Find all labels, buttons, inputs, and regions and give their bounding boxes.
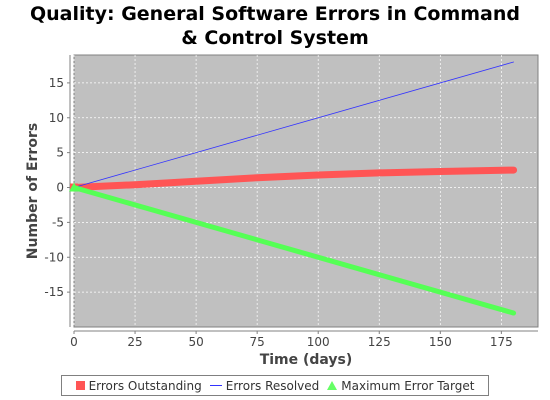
x-tick-label: 50 bbox=[188, 335, 203, 349]
series-line-errors-outstanding bbox=[70, 166, 518, 192]
chart-legend: Errors Outstanding Errors Resolved Maxim… bbox=[61, 375, 489, 396]
series-line-errors-resolved bbox=[73, 61, 514, 188]
y-tick-label: 10 bbox=[49, 111, 64, 125]
x-tick-label: 125 bbox=[368, 335, 391, 349]
x-tick-label: 175 bbox=[490, 335, 513, 349]
legend-swatch-square-icon bbox=[75, 381, 85, 390]
x-tick-label: 75 bbox=[250, 335, 265, 349]
chart-title-line-1: Quality: General Software Errors in Comm… bbox=[29, 3, 520, 25]
legend-swatch-line-icon bbox=[209, 385, 222, 386]
series-line-maximum-error-target bbox=[71, 185, 517, 316]
series-point-maximum-error-target bbox=[69, 182, 79, 192]
y-tick-label: -15 bbox=[44, 285, 64, 299]
legend-label: Errors Outstanding bbox=[88, 378, 202, 393]
y-tick-label: 15 bbox=[49, 76, 64, 90]
y-tick-label: 0 bbox=[56, 181, 64, 195]
legend-label: Errors Resolved bbox=[225, 378, 320, 393]
legend-swatch-triangle-icon bbox=[327, 381, 338, 390]
y-tick-label: 5 bbox=[56, 146, 64, 160]
x-tick-label: 150 bbox=[429, 335, 452, 349]
legend-item-maximum-error-target: Maximum Error Target bbox=[327, 379, 474, 393]
legend-item-errors-outstanding: Errors Outstanding bbox=[75, 378, 202, 393]
x-tick-label: 0 bbox=[70, 335, 78, 349]
x-tick-label: 25 bbox=[127, 335, 142, 349]
plot-area bbox=[73, 54, 539, 328]
legend-item-errors-resolved: Errors Resolved bbox=[209, 378, 320, 393]
chart-title-line-2: & Control System bbox=[181, 27, 369, 49]
chart-title: Quality: General Software Errors in Comm… bbox=[0, 2, 550, 50]
legend-label: Maximum Error Target bbox=[341, 378, 475, 393]
y-tick-label: -10 bbox=[44, 250, 64, 264]
y-tick-label: -5 bbox=[52, 215, 64, 229]
x-tick-label: 100 bbox=[307, 335, 330, 349]
x-axis-label: Time (days) bbox=[260, 352, 353, 368]
y-axis-label: Number of Errors bbox=[25, 123, 41, 259]
